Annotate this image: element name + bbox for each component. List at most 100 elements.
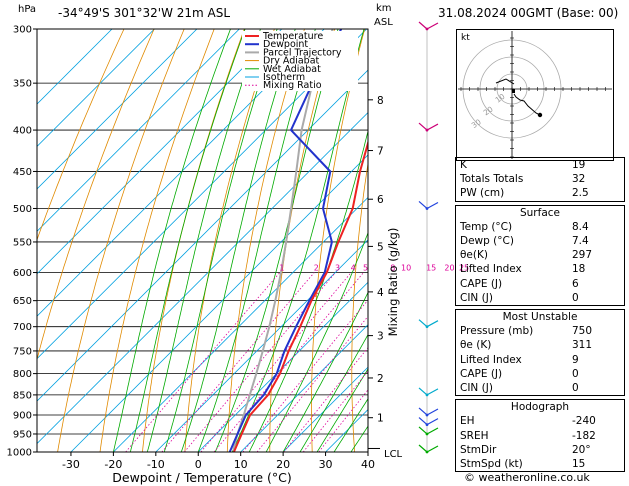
isotherm-line bbox=[37, 69, 368, 402]
isotherm-line bbox=[197, 281, 368, 452]
wind-barb bbox=[418, 426, 439, 436]
legend-item: Wet Adiabat bbox=[245, 64, 321, 75]
index-label: StmDir bbox=[460, 443, 497, 456]
index-row: StmSpd (kt) 15 bbox=[456, 457, 624, 471]
wet-adiabat-line bbox=[214, 29, 339, 452]
isotherm-line bbox=[37, 29, 155, 148]
pressure-tick-label: 550 bbox=[13, 237, 32, 248]
most-unstable-table: Most Unstable Pressure (mb) 750 θe (K) 311 L… bbox=[455, 309, 625, 397]
dewpoint-line bbox=[228, 29, 343, 452]
dry-adiabat-line bbox=[37, 29, 155, 361]
pressure-tick-label: 1000 bbox=[7, 448, 32, 459]
wet-adiabat-line bbox=[146, 29, 261, 452]
index-row: Dewp (°C) 7.4 bbox=[456, 234, 624, 248]
pressure-tick-label: 400 bbox=[13, 126, 32, 137]
dry-adiabat-line bbox=[184, 29, 275, 452]
legend-item: Parcel Trajectory bbox=[245, 47, 342, 58]
dry-adiabat-line bbox=[37, 29, 125, 241]
legend-item: Dewpoint bbox=[245, 39, 308, 50]
index-row: Lifted Index 18 bbox=[456, 262, 624, 276]
hodograph-trace bbox=[495, 78, 515, 85]
isotherm-line bbox=[240, 324, 368, 452]
index-row: K 19 bbox=[456, 158, 624, 172]
hodograph-title: Hodograph bbox=[510, 401, 570, 414]
pressure-tick-label: 300 bbox=[13, 25, 32, 36]
legend-item: Temperature bbox=[245, 31, 323, 42]
dry-adiabat-line bbox=[351, 161, 368, 452]
surface-title: Surface bbox=[519, 206, 560, 219]
index-label: SREH bbox=[460, 429, 489, 442]
height-tick-label: 5 bbox=[377, 241, 384, 253]
location-title: -34°49'S 301°32'W 21m ASL bbox=[58, 6, 231, 20]
height-tick-label: 7 bbox=[377, 146, 384, 158]
isotherm-line bbox=[37, 29, 113, 105]
surface-table: Surface Temp (°C) 8.4 Dewp (°C) 7.4 θe(K) 297… bbox=[455, 204, 625, 307]
index-value: -182 bbox=[572, 429, 596, 442]
mixing-ratio-label: 10 bbox=[401, 264, 411, 273]
mixing-ratio-label: 4 bbox=[351, 264, 356, 273]
wet-adiabat-line bbox=[299, 333, 368, 452]
index-value: 0 bbox=[572, 382, 579, 395]
wet-adiabat-line bbox=[180, 29, 296, 452]
wet-adiabat-line bbox=[316, 368, 368, 452]
temperature-tick-label: -20 bbox=[104, 458, 122, 471]
storm-motion-marker bbox=[512, 89, 515, 93]
index-value: 20° bbox=[572, 443, 591, 456]
temperature-tick-label: 20 bbox=[276, 458, 290, 471]
index-label: EH bbox=[460, 415, 475, 428]
index-label: Pressure (mb) bbox=[460, 325, 534, 338]
mixing-ratio-label: 5 bbox=[363, 264, 368, 273]
index-label: StmSpd (kt) bbox=[460, 458, 523, 471]
index-row: StmDir 20° bbox=[456, 443, 624, 457]
wet-adiabat-line bbox=[248, 129, 368, 452]
valid-time: 31.08.2024 00GMT (Base: 00) bbox=[438, 6, 619, 20]
pressure-tick-label: 600 bbox=[13, 268, 32, 279]
isotherm-line bbox=[70, 154, 368, 452]
pressure-tick-label: 650 bbox=[13, 296, 32, 307]
mixing-ratio-label: 25 bbox=[459, 264, 469, 273]
index-value: 311 bbox=[572, 339, 593, 352]
isotherm-line bbox=[37, 29, 367, 360]
wind-barb bbox=[418, 21, 439, 31]
index-label: CAPE (J) bbox=[460, 367, 503, 380]
legend-label: Wet Adiabat bbox=[263, 64, 321, 75]
index-label: θe(K) bbox=[460, 249, 488, 262]
hodograph-unit-label: kt bbox=[461, 33, 470, 43]
index-row: PW (cm) 2.5 bbox=[456, 186, 624, 200]
index-label: Lifted Index bbox=[460, 263, 522, 276]
dry-adiabat-line bbox=[57, 29, 185, 452]
isotherm-line bbox=[37, 111, 368, 445]
isotherm-line bbox=[37, 29, 198, 190]
isotherm-line bbox=[155, 239, 368, 452]
most-unstable-title: Most Unstable bbox=[502, 311, 578, 324]
index-value: 18 bbox=[572, 263, 586, 276]
index-label: Dewp (°C) bbox=[460, 235, 514, 248]
index-row: Lifted Index 9 bbox=[456, 353, 624, 367]
pressure-tick-label: 500 bbox=[13, 204, 32, 215]
index-row: CIN (J) 0 bbox=[456, 381, 624, 395]
wind-barb bbox=[418, 122, 439, 132]
hodograph-trace bbox=[513, 93, 541, 116]
mixing-ratio-line bbox=[161, 272, 315, 452]
hodograph-table: Hodograph EH -240 SREH -182 StmDir 20° StmSpd … bbox=[455, 399, 625, 473]
index-value: 297 bbox=[572, 249, 593, 262]
wet-adiabat-line bbox=[333, 398, 368, 452]
index-row: Temp (°C) 8.4 bbox=[456, 220, 624, 234]
index-value: -240 bbox=[572, 415, 596, 428]
indices-panel: K 19 Totals Totals 32 PW (cm) 2.5 Surface Tem… bbox=[455, 157, 625, 475]
mixing-ratio-label: 1 bbox=[279, 264, 284, 273]
index-row: CIN (J) 0 bbox=[456, 291, 624, 305]
mixing-ratio-line bbox=[125, 272, 281, 452]
footer-credit: © weatheronline.co.uk bbox=[464, 471, 590, 484]
pressure-tick-label: 800 bbox=[13, 369, 32, 380]
wind-barb bbox=[418, 407, 439, 417]
height-tick-label: 3 bbox=[377, 331, 384, 343]
index-value: 19 bbox=[572, 159, 586, 171]
temperature-tick-label: 40 bbox=[361, 458, 375, 471]
pressure-tick-label: 850 bbox=[13, 390, 32, 401]
legend-label: Temperature bbox=[262, 31, 323, 42]
mixing-ratio-line bbox=[200, 272, 352, 452]
